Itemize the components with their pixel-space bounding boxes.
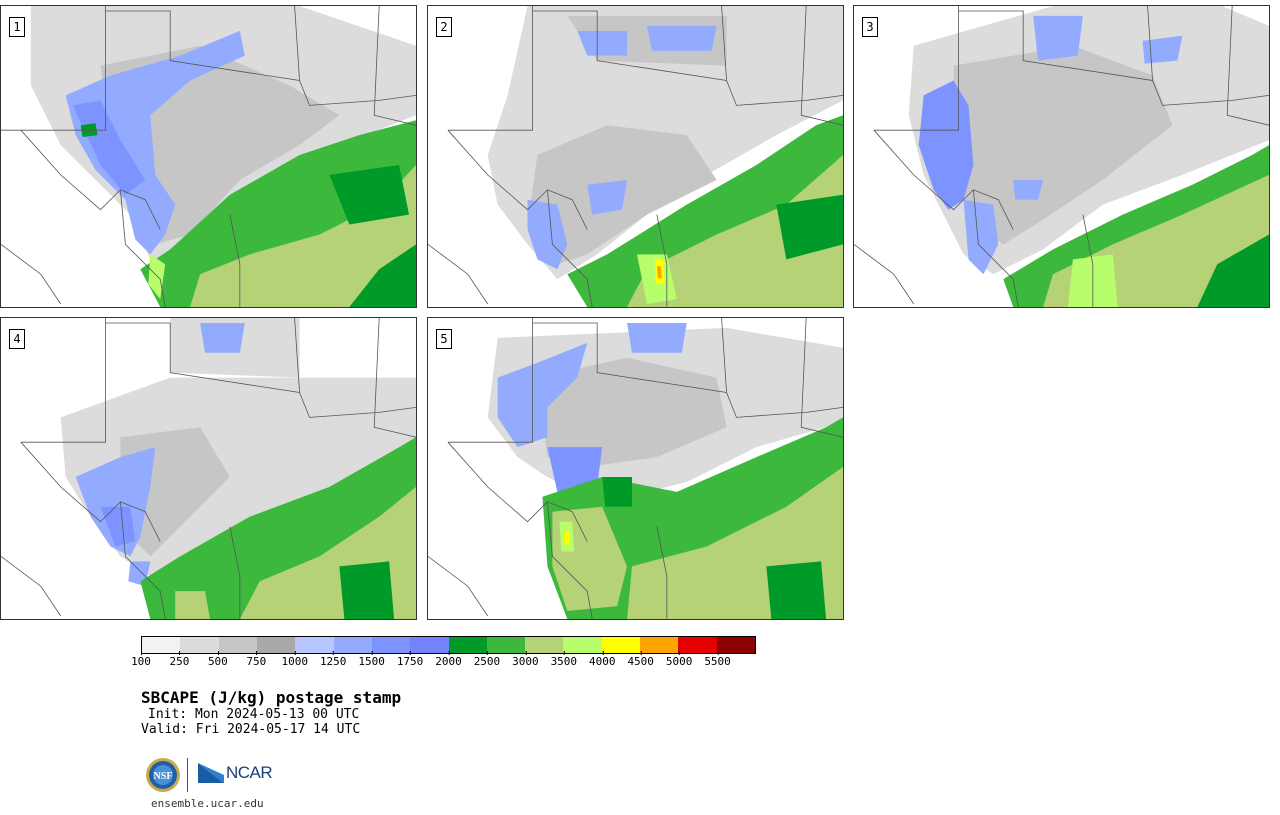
map-4 — [1, 318, 416, 619]
ncar-mark-icon — [198, 763, 224, 783]
valid-time: Valid: Fri 2024-05-17 14 UTC — [141, 722, 361, 737]
logo-divider — [187, 758, 188, 792]
colorbar-tick-label: 4000 — [589, 651, 616, 668]
stamp-3-label: 3 — [862, 17, 878, 37]
stamp-2: 2 — [427, 5, 844, 308]
colorbar-swatch — [640, 637, 679, 653]
colorbar-swatch — [410, 637, 449, 653]
state-borders — [428, 318, 843, 619]
state-borders — [854, 6, 1269, 307]
colorbar-tick-label: 2000 — [435, 651, 462, 668]
stamp-5-label: 5 — [436, 329, 452, 349]
nsf-logo-icon: NSF — [146, 758, 180, 792]
stamp-3: 3 — [853, 5, 1270, 308]
stamp-1-label: 1 — [9, 17, 25, 37]
state-borders — [1, 318, 416, 619]
colorbar-tick-label: 5500 — [704, 651, 731, 668]
colorbar-tick-label: 4500 — [627, 651, 654, 668]
green-cape-field — [80, 120, 416, 307]
blue-cape-field — [497, 322, 687, 492]
colorbar-swatch — [678, 637, 717, 653]
colorbar-tick-label: 1250 — [319, 651, 347, 668]
colorbar-swatch — [218, 637, 257, 653]
colorbar-tick-label: 3000 — [512, 651, 539, 668]
blue-cape-field — [527, 25, 717, 270]
colorbar-tick-label: 5000 — [665, 651, 693, 668]
colorbar-tick-label: 3500 — [550, 651, 578, 668]
green-cape-field — [140, 437, 416, 619]
init-time: Init: Mon 2024-05-13 00 UTC — [148, 707, 360, 722]
colorbar — [141, 636, 756, 654]
colorbar-swatch — [601, 637, 641, 653]
ncar-logo-text: NCAR — [226, 763, 273, 782]
colorbar-swatch — [525, 637, 564, 653]
colorbar-tick-label: 250 — [169, 651, 190, 668]
colorbar-tick-label: 1750 — [396, 651, 424, 668]
stamp-5: 5 — [427, 317, 844, 620]
colorbar-tick-label: 2500 — [473, 651, 501, 668]
map-5 — [428, 318, 843, 619]
chart-title: SBCAPE (J/kg) postage stamp — [141, 688, 402, 707]
colorbar-tick-label: 100 — [131, 651, 151, 668]
state-borders — [428, 6, 843, 307]
stamp-4-label: 4 — [9, 329, 25, 349]
colorbar-swatch — [295, 637, 334, 653]
map-3 — [854, 6, 1269, 307]
colorbar-tick-labels: 100 250 500 750 1000 1250 1500 1750 2000 2500 3000… — [131, 651, 756, 671]
green-cape-field — [542, 417, 843, 619]
colorbar-tick-label: 750 — [246, 651, 267, 668]
nsf-logo-text: NSF — [154, 771, 173, 782]
colorbar-tick-label: 1500 — [358, 651, 385, 668]
colorbar-swatch — [448, 637, 487, 653]
green-cape-field — [1003, 145, 1269, 307]
ncar-logo: NCAR — [198, 762, 273, 784]
colorbar-swatch — [180, 637, 219, 653]
stamp-2-label: 2 — [436, 17, 452, 37]
map-1 — [1, 6, 416, 307]
state-borders — [1, 6, 416, 307]
gray-cape-field — [908, 6, 1269, 275]
colorbar-swatch — [486, 637, 526, 653]
green-cape-field — [567, 115, 843, 307]
colorbar-swatch — [563, 637, 602, 653]
colorbar-swatch — [716, 637, 755, 653]
stamp-4: 4 — [0, 317, 417, 620]
colorbar-swatch — [371, 637, 411, 653]
map-2 — [428, 6, 843, 307]
colorbar-tick-label: 500 — [207, 651, 228, 668]
colorbar-swatch — [333, 637, 372, 653]
colorbar-swatch — [256, 637, 296, 653]
stamp-1: 1 — [0, 5, 417, 308]
colorbar-swatch — [142, 637, 181, 653]
colorbar-tick-label: 1000 — [281, 651, 308, 668]
site-url[interactable]: ensemble.ucar.edu — [151, 797, 264, 810]
